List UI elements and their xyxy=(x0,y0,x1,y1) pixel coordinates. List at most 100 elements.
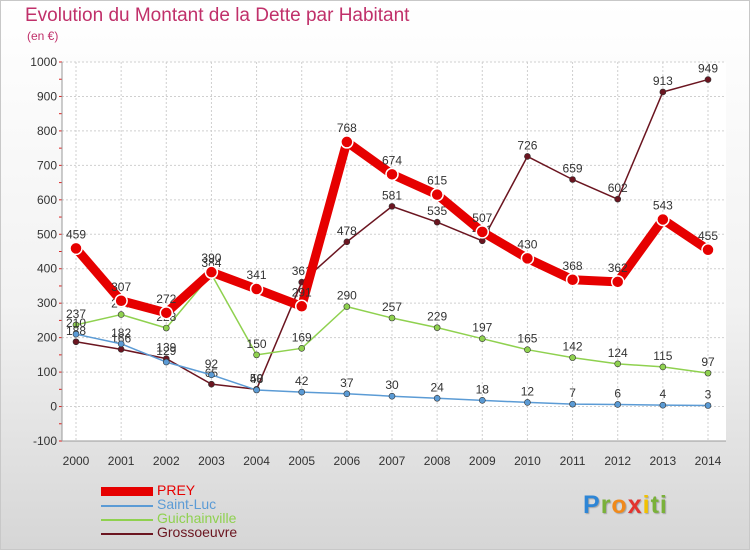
data-point xyxy=(117,311,125,318)
x-tick-label: 2000 xyxy=(63,454,90,468)
y-tick-label: 300 xyxy=(37,296,57,310)
data-label: 949 xyxy=(698,62,718,76)
x-tick-label: 2013 xyxy=(650,454,677,468)
x-tick-label: 2006 xyxy=(334,454,361,468)
x-tick-label: 2011 xyxy=(560,454,586,468)
data-label: 291 xyxy=(292,285,312,299)
data-label: 166 xyxy=(111,331,131,345)
proxiti-logo: Proxiti xyxy=(583,491,668,520)
data-label: 92 xyxy=(205,357,219,371)
data-point xyxy=(433,394,441,402)
data-label: 307 xyxy=(111,280,131,294)
data-label: 341 xyxy=(247,268,267,282)
data-label: 390 xyxy=(201,251,221,265)
data-point xyxy=(204,265,219,279)
y-tick-label: -100 xyxy=(33,434,57,448)
data-point xyxy=(162,324,170,332)
plot-area xyxy=(62,62,726,441)
data-point xyxy=(569,176,576,183)
data-point xyxy=(478,237,486,245)
y-tick-label: 200 xyxy=(37,331,57,345)
y-tick-label: 0 xyxy=(50,400,57,414)
data-point xyxy=(343,303,351,310)
data-label: 18 xyxy=(476,382,490,396)
data-point xyxy=(72,321,80,329)
data-point xyxy=(524,153,531,160)
legend-label: Saint-Luc xyxy=(157,496,217,512)
x-tick-label: 2001 xyxy=(108,454,135,468)
data-label: 459 xyxy=(66,227,86,241)
data-point xyxy=(475,225,490,239)
data-label: 139 xyxy=(156,341,176,355)
x-tick-label: 2007 xyxy=(379,454,406,468)
data-point xyxy=(520,251,535,266)
data-point xyxy=(478,335,486,342)
data-label: 272 xyxy=(156,292,176,306)
data-point xyxy=(388,392,396,400)
data-label: 12 xyxy=(521,384,535,398)
data-point xyxy=(704,76,712,83)
y-tick-label: 800 xyxy=(37,124,57,138)
data-point xyxy=(388,314,396,322)
data-point xyxy=(159,306,174,320)
data-label: 384 xyxy=(201,256,221,270)
data-point xyxy=(253,351,260,359)
x-tick-label: 2014 xyxy=(695,454,722,468)
y-tick-label: 100 xyxy=(37,365,57,379)
data-point xyxy=(659,88,667,96)
y-tick-label: 700 xyxy=(37,158,57,172)
data-label: 768 xyxy=(337,121,357,135)
data-label: 659 xyxy=(563,161,583,175)
data-label: 165 xyxy=(517,332,537,346)
logo-letter: P xyxy=(583,491,601,519)
data-point xyxy=(659,363,667,371)
data-label: 4 xyxy=(660,387,667,401)
data-label: 543 xyxy=(653,198,673,212)
data-point xyxy=(343,390,351,398)
data-point xyxy=(249,282,264,296)
legend-label: Grossoeuvre xyxy=(157,524,238,540)
data-label: 237 xyxy=(66,307,86,321)
logo-letter: i xyxy=(659,491,668,519)
legend-swatch xyxy=(101,519,153,521)
data-label: 913 xyxy=(653,74,673,88)
data-label: 362 xyxy=(608,261,628,275)
legend-swatch xyxy=(101,505,153,507)
data-point xyxy=(524,399,531,406)
logo-letter: t xyxy=(650,491,660,519)
legend-swatch xyxy=(101,533,153,535)
data-point xyxy=(430,187,444,202)
x-tick-label: 2010 xyxy=(514,454,541,468)
data-label: 6 xyxy=(614,386,621,400)
data-label: 615 xyxy=(427,174,447,188)
y-tick-label: 600 xyxy=(37,193,57,207)
logo-letter: r xyxy=(600,491,612,519)
data-point xyxy=(72,338,80,346)
data-point xyxy=(340,135,354,149)
data-point xyxy=(614,401,622,408)
data-label: 142 xyxy=(563,340,583,354)
data-label: 257 xyxy=(382,300,402,314)
data-label: 535 xyxy=(427,204,447,218)
data-label: 150 xyxy=(247,337,267,351)
data-point xyxy=(704,402,712,409)
data-label: 37 xyxy=(340,376,354,390)
data-label: 430 xyxy=(517,237,537,251)
logo-letter: o xyxy=(611,491,628,519)
data-label: 182 xyxy=(111,326,131,340)
data-label: 455 xyxy=(698,229,718,243)
data-point xyxy=(162,358,170,366)
data-label: 50 xyxy=(250,371,264,385)
legend-swatch xyxy=(101,487,153,496)
data-point xyxy=(478,397,486,404)
data-label: 3 xyxy=(705,388,712,402)
data-point xyxy=(656,212,670,227)
x-tick-label: 2012 xyxy=(604,454,631,468)
data-point xyxy=(208,371,215,379)
data-label: 42 xyxy=(295,374,309,388)
data-point xyxy=(253,386,260,394)
data-point xyxy=(294,299,309,314)
data-label: 229 xyxy=(427,310,447,324)
x-tick-label: 2003 xyxy=(198,454,225,468)
